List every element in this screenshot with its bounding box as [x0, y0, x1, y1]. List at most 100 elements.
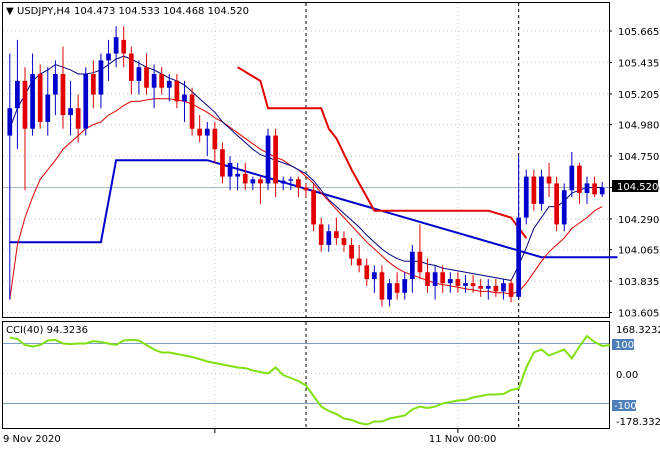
candle-body — [508, 283, 514, 297]
price-axis: 105.665 105.435 105.205 104.980 104.750 104.5… — [609, 27, 659, 320]
candle — [364, 258, 370, 286]
candle — [311, 183, 316, 232]
candle — [235, 162, 240, 191]
candle-body — [159, 74, 165, 88]
candle — [75, 94, 81, 143]
candle-body — [60, 74, 66, 116]
candle — [372, 265, 377, 293]
candle-body — [516, 217, 522, 297]
candle — [182, 80, 187, 122]
candle — [250, 176, 256, 191]
candle-body — [478, 285, 484, 289]
candle — [326, 224, 332, 252]
candle-body — [364, 265, 370, 280]
cci-level-high-label: 100 — [615, 340, 634, 351]
candle-body — [334, 231, 339, 239]
candle — [45, 67, 51, 136]
candle — [174, 74, 180, 109]
support-line — [9, 159, 618, 259]
candle-body — [470, 283, 476, 286]
cci-series — [3, 334, 610, 426]
candle — [356, 244, 362, 273]
candle — [15, 39, 20, 150]
candle-body — [394, 283, 400, 293]
candle-body — [204, 128, 210, 136]
candle — [440, 265, 446, 293]
candle — [280, 176, 286, 191]
candle-body — [15, 80, 20, 109]
candle — [7, 53, 13, 300]
price-tick-label: 105.665 — [618, 27, 659, 38]
candle — [106, 39, 111, 81]
candle — [463, 274, 468, 293]
time-tick-label: 11 Nov 00:00 — [429, 434, 496, 445]
candle-body — [387, 283, 392, 300]
candle-body — [106, 53, 111, 61]
candle — [220, 142, 225, 184]
cci-zero-label: 0.00 — [616, 370, 638, 381]
candle — [212, 121, 218, 163]
candle — [592, 176, 597, 198]
candle-body — [501, 283, 506, 292]
cci-indicator-label: CCI(40) 94.3236 — [6, 325, 88, 336]
collapse-triangle-icon[interactable]: ▼ — [6, 6, 14, 17]
candle — [303, 183, 309, 198]
candle — [144, 53, 149, 95]
candle — [599, 182, 605, 198]
candle — [561, 183, 567, 232]
candle-body — [523, 176, 529, 218]
candle — [539, 169, 544, 211]
candle-body — [379, 272, 385, 300]
candle-body — [409, 251, 415, 280]
current-price-badge — [612, 180, 658, 192]
candle — [447, 272, 453, 293]
candle-body — [45, 94, 51, 122]
candle — [136, 60, 142, 95]
candle — [577, 162, 582, 204]
candle-body — [83, 74, 89, 129]
candle — [478, 279, 484, 297]
cci-max-label: 168.3232 — [616, 325, 660, 336]
candle — [273, 128, 278, 198]
ohlc-values: 104.473 104.533 104.468 104.520 — [74, 6, 249, 17]
candle — [379, 265, 385, 307]
candle — [60, 46, 66, 129]
candle-body — [53, 74, 58, 95]
candle-body — [493, 285, 499, 292]
stop-line — [237, 66, 528, 239]
candle — [204, 121, 210, 157]
candle — [341, 231, 347, 252]
candle-body — [425, 272, 430, 286]
candle — [402, 272, 408, 300]
candle-body — [113, 37, 119, 54]
candle — [83, 67, 89, 136]
candle — [485, 279, 491, 300]
price-series — [7, 26, 618, 307]
candle-body — [577, 165, 582, 193]
candle — [432, 265, 438, 300]
candle — [318, 217, 324, 252]
candle-body — [584, 183, 590, 193]
candle-body — [447, 279, 453, 284]
candle — [531, 169, 537, 211]
candle-body — [539, 176, 544, 204]
candle — [68, 80, 73, 136]
candle — [584, 176, 590, 204]
price-tick-label: 104.750 — [618, 152, 659, 163]
current-price-label: 104.520 — [617, 182, 658, 193]
candle-body — [546, 176, 552, 184]
candle — [90, 60, 96, 109]
candle-body — [75, 108, 81, 129]
candle-body — [356, 258, 362, 266]
candle-body — [265, 135, 271, 184]
candle — [523, 169, 529, 225]
price-tick-label: 105.435 — [618, 58, 659, 69]
candle — [159, 67, 165, 95]
candle-body — [349, 244, 354, 259]
price-tick-label: 104.980 — [618, 121, 659, 132]
candle-body — [296, 179, 301, 188]
candle — [30, 53, 35, 136]
candle-body — [174, 80, 180, 102]
candle-body — [189, 94, 195, 129]
